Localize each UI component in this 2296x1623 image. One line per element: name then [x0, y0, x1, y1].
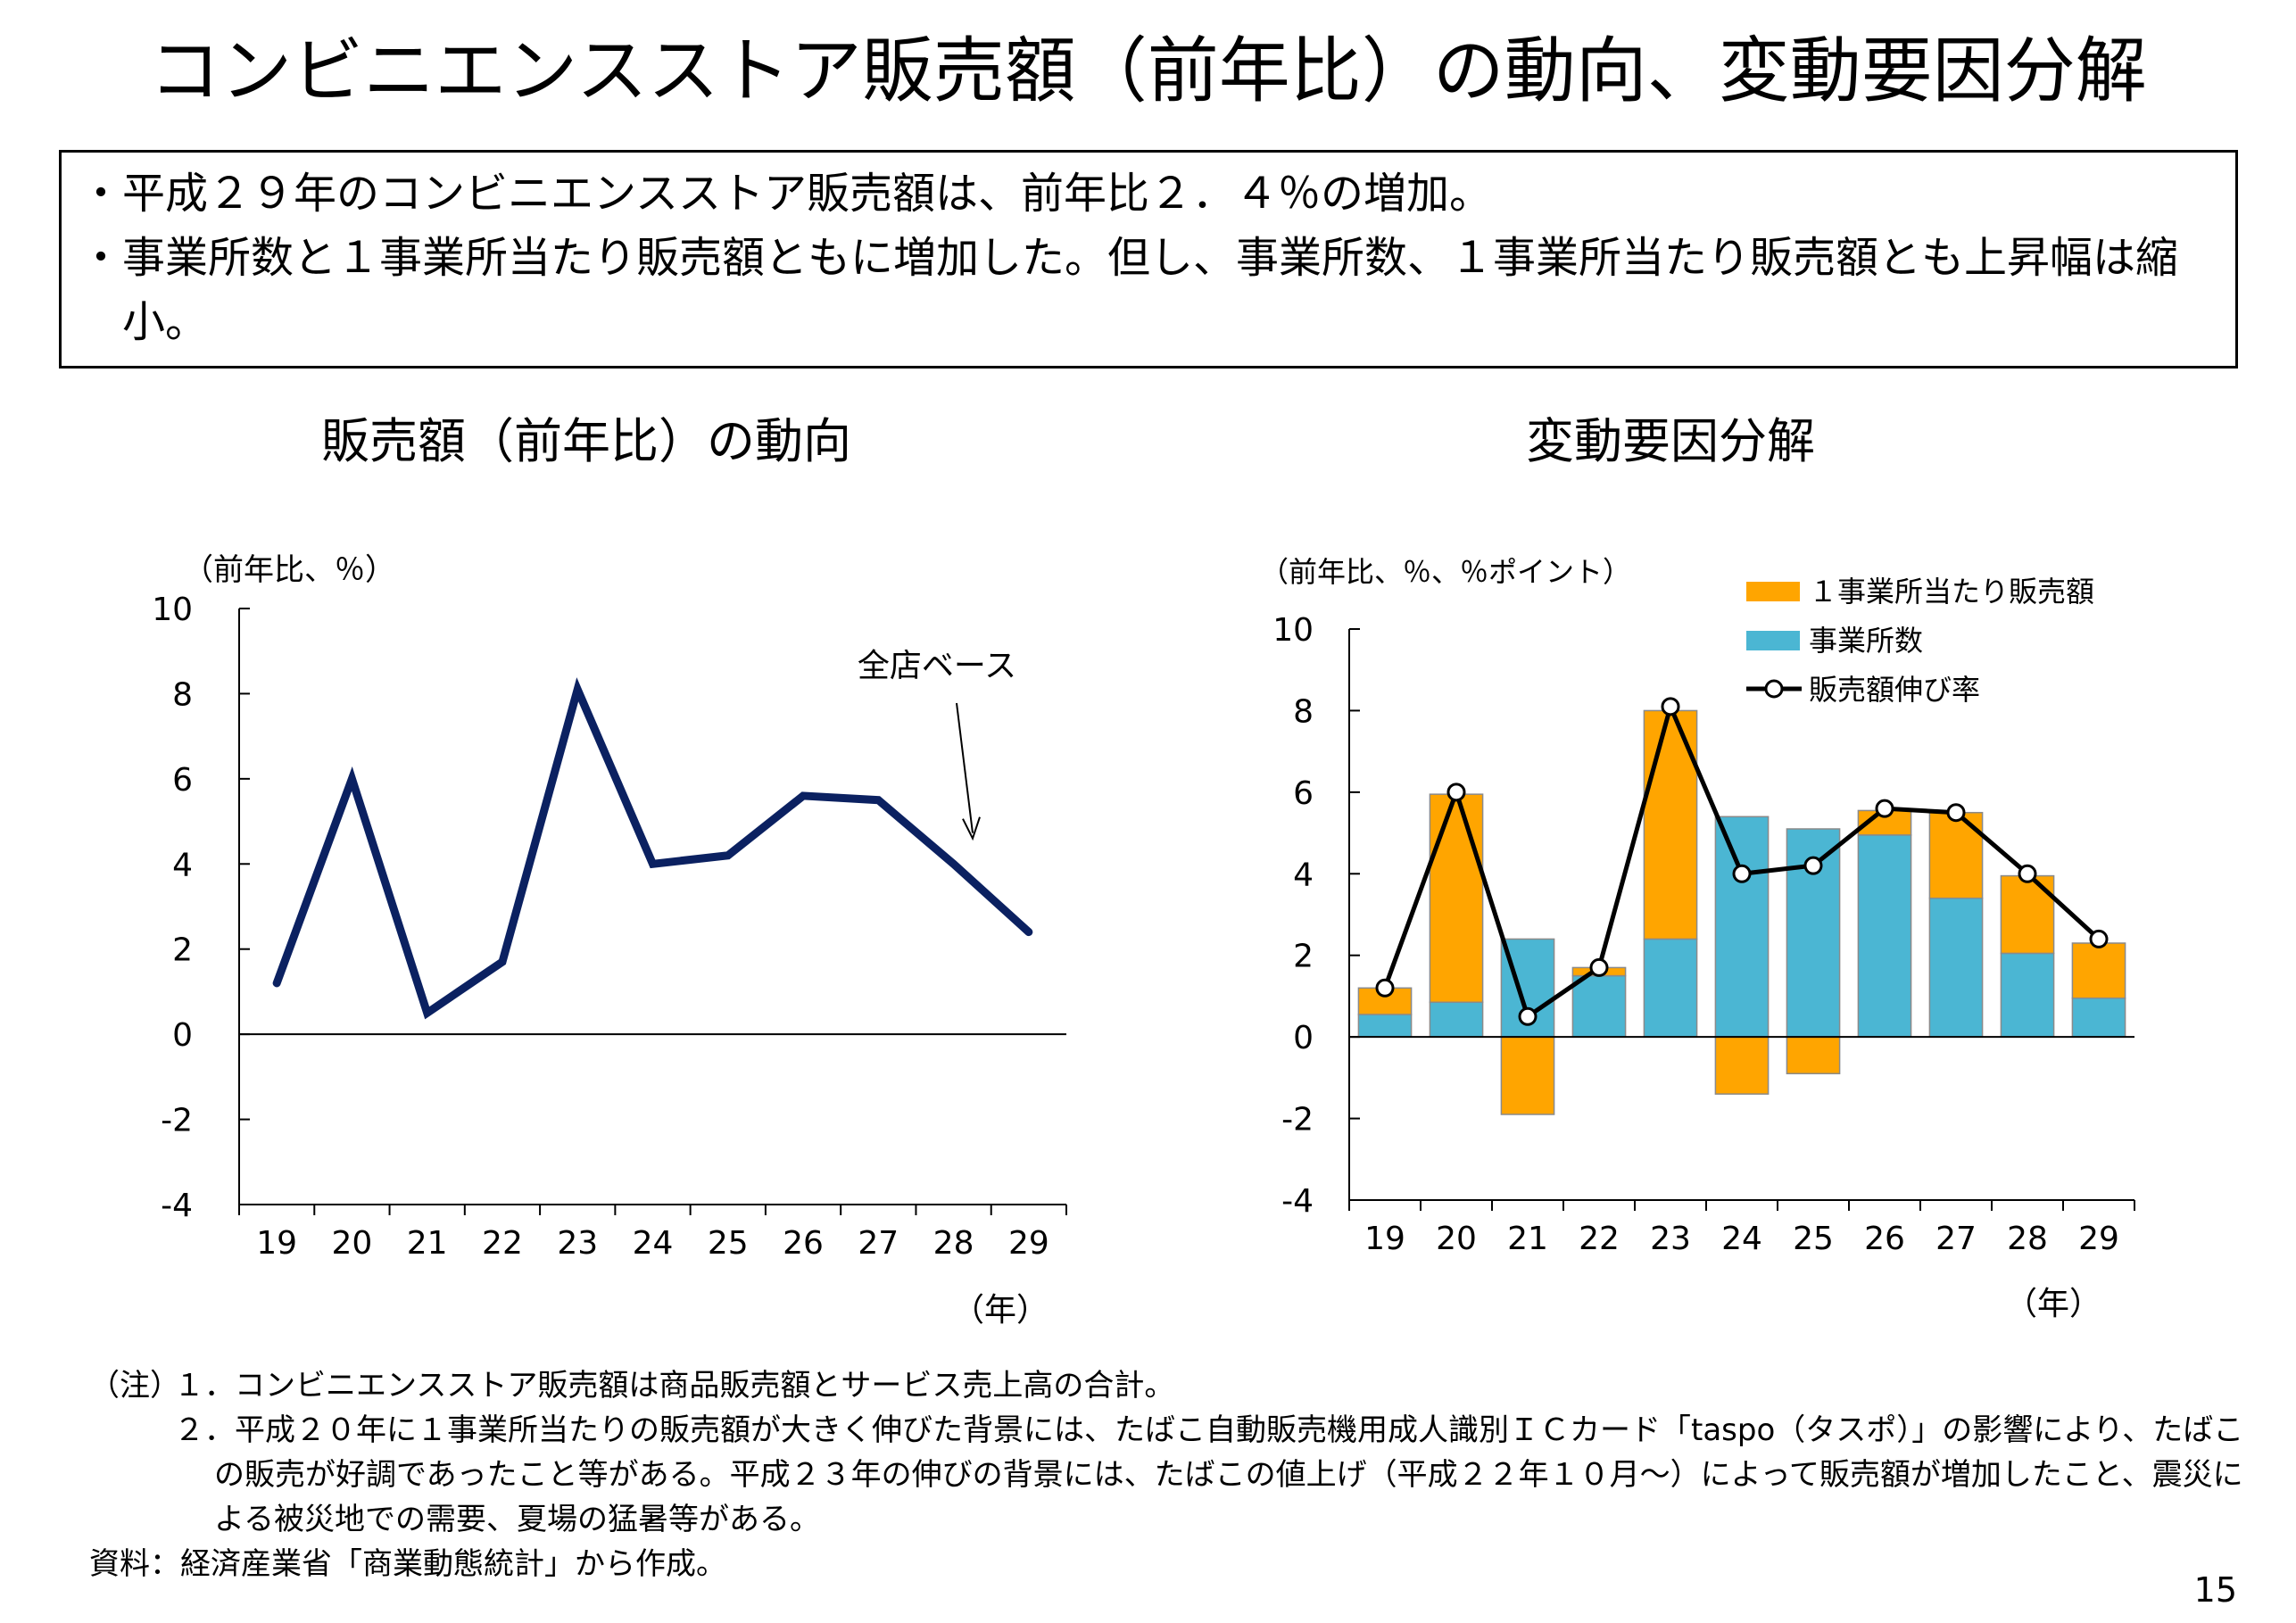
bar-offices	[1429, 1001, 1484, 1038]
y-tick-label: 6	[172, 762, 193, 799]
bar-offices	[1928, 897, 1984, 1038]
bar-offices	[1571, 974, 1627, 1038]
legend-label-total: 販売額伸び率	[1809, 673, 1980, 707]
y-tick-label: 8	[172, 676, 193, 713]
bar-offices	[1857, 834, 1912, 1038]
total-point	[1803, 856, 1823, 875]
total-point	[1946, 803, 1966, 823]
y-tick-label: 2	[172, 932, 193, 969]
note-1: １．コンビニエンスストア販売額は商品販売額とサービス売上高の合計。	[174, 1368, 1175, 1404]
y-tick-label: 6	[1293, 775, 1314, 812]
y-tick-label: 4	[1293, 857, 1314, 893]
x-tick-label: 22	[1579, 1221, 1620, 1257]
bar-offices	[2000, 952, 2055, 1038]
legend-marker-total	[1764, 679, 1784, 699]
total-point	[1518, 1006, 1538, 1026]
annotation-arrowhead	[962, 816, 981, 841]
total-point	[1875, 799, 1894, 818]
x-tick-label: 23	[557, 1225, 598, 1262]
y-tick-label: -2	[161, 1103, 193, 1139]
total-point	[1661, 697, 1680, 716]
summary-line-1: ・平成２９年のコンビニエンスストア販売額は、前年比２．４％の増加。	[79, 169, 1493, 219]
y-tick-label: 10	[152, 592, 193, 628]
y-tick-label: 8	[1293, 693, 1314, 730]
y-axis-label: （前年比、％）	[183, 552, 395, 588]
total-point	[2089, 929, 2109, 948]
x-tick-label: 19	[1364, 1221, 1405, 1257]
x-tick-label: 20	[1436, 1221, 1477, 1257]
y-tick-label: 4	[172, 847, 193, 883]
y-tick-label: -4	[1281, 1183, 1314, 1220]
bar-offices	[1643, 938, 1698, 1038]
x-tick-label: 26	[1864, 1221, 1905, 1257]
y-tick-label: 0	[172, 1017, 193, 1054]
y-tick-label: 10	[1272, 612, 1314, 649]
y-tick-label: 2	[1293, 939, 1314, 975]
x-axis-label: （年）	[2005, 1286, 2101, 1322]
bar-per-office	[1928, 811, 1984, 899]
x-tick-label: 19	[256, 1225, 297, 1262]
bar-per-office	[2071, 942, 2126, 999]
legend-label-offices: 事業所数	[1809, 624, 1923, 658]
x-tick-label: 27	[858, 1225, 899, 1262]
bar-per-office	[1714, 1036, 1770, 1095]
bar-per-office	[2000, 874, 2055, 955]
total-point	[1732, 864, 1752, 883]
bar-per-office	[1500, 1036, 1555, 1115]
summary-line-2: ・事業所数と１事業所当たり販売額ともに増加した。但し、事業所数、１事業所当たり販…	[79, 233, 2179, 347]
summary-box: ・平成２９年のコンビニエンスストア販売額は、前年比２．４％の増加。 ・事業所数と…	[59, 150, 2238, 368]
x-tick-label: 24	[633, 1225, 674, 1262]
bar-per-office	[1786, 1036, 1841, 1075]
x-tick-label: 26	[783, 1225, 824, 1262]
bar-offices	[2071, 997, 2126, 1038]
annotation-label: 全店ベース	[858, 648, 1016, 684]
x-tick-label: 27	[1935, 1221, 1977, 1257]
right-chart-title: 変動要因分解	[1526, 413, 1815, 469]
x-tick-label: 21	[407, 1225, 448, 1262]
page-number: 15	[2193, 1570, 2237, 1610]
x-tick-label: 25	[708, 1225, 749, 1262]
total-point	[1446, 783, 1466, 802]
x-tick-label: 29	[2078, 1221, 2119, 1257]
y-axis-label: （前年比、％、％ポイント）	[1260, 555, 1631, 589]
x-tick-label: 22	[482, 1225, 523, 1262]
notes-label: （注）	[89, 1368, 180, 1404]
total-point	[1589, 957, 1609, 977]
x-tick-label: 21	[1507, 1221, 1548, 1257]
x-tick-label: 20	[332, 1225, 373, 1262]
legend-label-per-office: １事業所当たり販売額	[1809, 575, 2094, 609]
x-axis-label: （年）	[952, 1292, 1049, 1329]
source-note: 資料：経済産業省「商業動態統計」から作成。	[89, 1546, 726, 1582]
total-point	[1375, 978, 1395, 998]
bar-offices	[1714, 816, 1770, 1038]
legend-swatch-per-office	[1746, 582, 1800, 601]
notes-section: （注） １．コンビニエンスストア販売額は商品販売額とサービス売上高の合計。 ２．…	[89, 1363, 2249, 1586]
bar-per-office	[1429, 793, 1484, 1004]
series-line	[272, 677, 1033, 1020]
legend-swatch-offices	[1746, 631, 1800, 650]
total-point	[2018, 864, 2037, 883]
left-chart-title: 販売額（前年比）の動向	[321, 413, 851, 469]
x-tick-label: 29	[1008, 1225, 1049, 1262]
x-tick-label: 25	[1793, 1221, 1834, 1257]
bar-offices	[1357, 1014, 1413, 1038]
page-title: コンビニエンスストア販売額（前年比）の動向、変動要因分解	[149, 29, 2147, 112]
x-tick-label: 24	[1721, 1221, 1762, 1257]
x-tick-label: 28	[2007, 1221, 2048, 1257]
y-tick-label: -4	[161, 1188, 193, 1224]
annotation-arrow	[956, 702, 974, 833]
note-2: ２．平成２０年に１事業所当たりの販売額が大きく伸びた背景には、たばこ自動販売機用…	[174, 1412, 2244, 1537]
x-tick-label: 23	[1650, 1221, 1691, 1257]
y-tick-label: -2	[1281, 1102, 1314, 1139]
y-tick-label: 0	[1293, 1020, 1314, 1056]
x-tick-label: 28	[933, 1225, 974, 1262]
